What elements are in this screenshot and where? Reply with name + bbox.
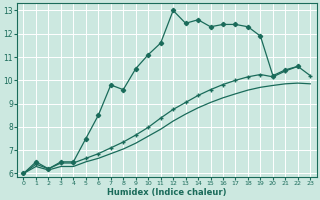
X-axis label: Humidex (Indice chaleur): Humidex (Indice chaleur) bbox=[107, 188, 227, 197]
